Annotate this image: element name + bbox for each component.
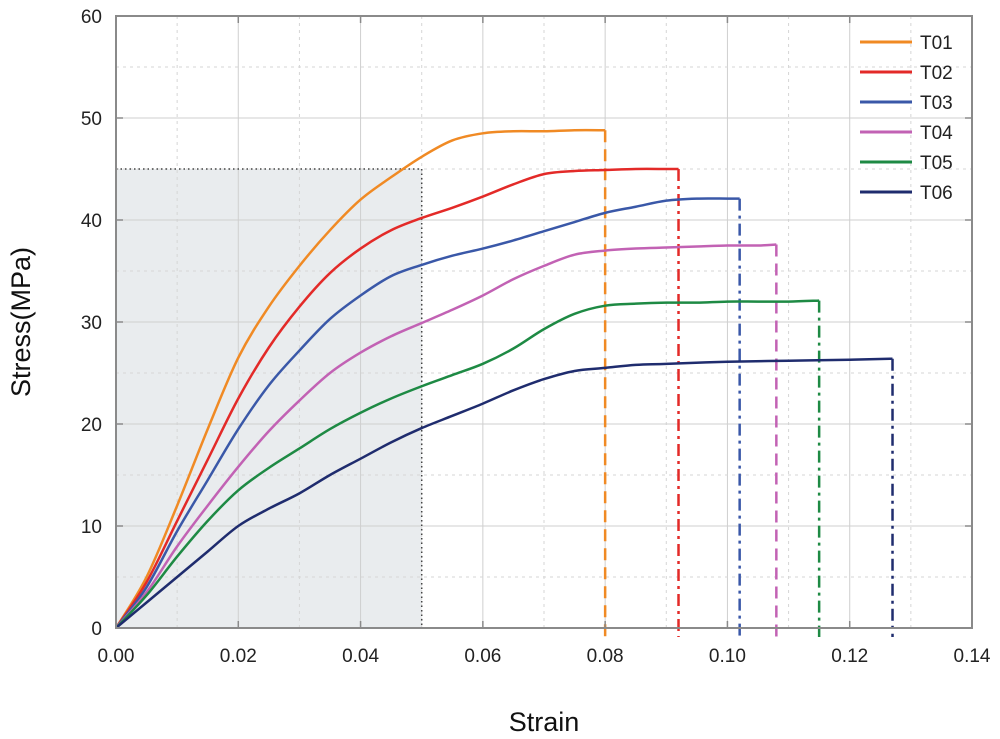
series-line-t05 <box>115 299 820 629</box>
legend-label: T02 <box>920 63 953 84</box>
y-tick-label: 30 <box>81 313 102 334</box>
y-tick-label: 40 <box>81 211 102 232</box>
x-tick-label: 0.02 <box>220 646 257 667</box>
x-tick-label: 0.08 <box>587 646 624 667</box>
legend-entry-t06: T06 <box>860 183 953 204</box>
legend-entry-t03: T03 <box>860 93 953 114</box>
y-tick-label: 0 <box>91 619 102 640</box>
x-tick-label: 0.04 <box>342 646 379 667</box>
x-axis-title: Strain <box>509 707 580 737</box>
legend-label: T04 <box>920 123 953 144</box>
legend: T01 T02 T03 T04 T05 T06 <box>860 33 953 204</box>
legend-label: T06 <box>920 183 953 204</box>
series-line-t04 <box>115 243 777 629</box>
y-tick-labels: 0 10 20 30 40 50 60 <box>81 7 102 640</box>
series-line-t02 <box>114 167 679 629</box>
series-lines <box>114 128 893 629</box>
axis-ticks <box>115 15 973 629</box>
series-line-t01 <box>114 128 606 629</box>
x-tick-label: 0.00 <box>98 646 135 667</box>
y-tick-label: 50 <box>81 109 102 130</box>
legend-entry-t01: T01 <box>860 33 953 54</box>
y-tick-label: 60 <box>81 7 102 28</box>
legend-label: T01 <box>920 33 953 54</box>
legend-entry-t04: T04 <box>860 123 953 144</box>
x-tick-label: 0.12 <box>831 646 868 667</box>
y-axis-title: Stress(MPa) <box>6 247 36 397</box>
x-tick-labels: 0.00 0.02 0.04 0.06 0.08 0.10 0.12 0.14 <box>98 646 991 667</box>
legend-label: T03 <box>920 93 953 114</box>
x-tick-label: 0.10 <box>709 646 746 667</box>
legend-entry-t05: T05 <box>860 153 953 174</box>
grid <box>116 15 973 628</box>
x-tick-label: 0.06 <box>464 646 501 667</box>
y-tick-label: 20 <box>81 415 102 436</box>
y-tick-label: 10 <box>81 517 102 538</box>
series-line-t03 <box>115 197 740 629</box>
fracture-lines <box>603 130 894 637</box>
legend-label: T05 <box>920 153 953 174</box>
x-tick-label: 0.14 <box>954 646 991 667</box>
series-line-t06 <box>115 357 893 629</box>
legend-entry-t02: T02 <box>860 63 953 84</box>
